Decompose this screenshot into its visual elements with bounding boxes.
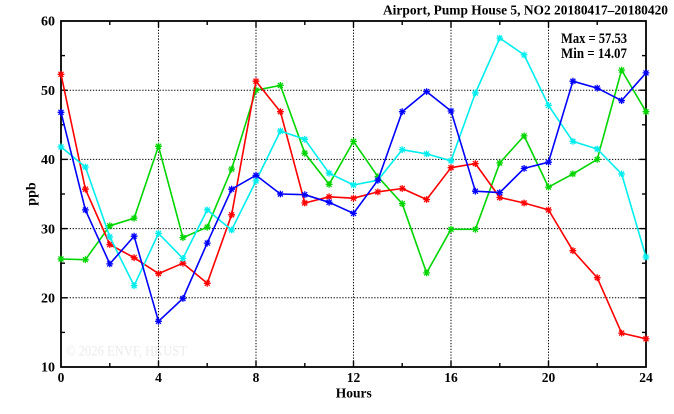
svg-text:Max = 57.53: Max = 57.53 — [561, 31, 627, 47]
svg-text:60: 60 — [41, 15, 55, 30]
svg-text:4: 4 — [155, 370, 162, 385]
svg-text:10: 10 — [41, 361, 55, 376]
svg-text:8: 8 — [253, 370, 260, 385]
svg-text:20: 20 — [41, 292, 55, 307]
svg-text:16: 16 — [444, 370, 458, 385]
svg-text:Min = 14.07: Min = 14.07 — [561, 46, 627, 62]
svg-text:40: 40 — [41, 153, 55, 168]
svg-text:20: 20 — [542, 370, 556, 385]
svg-text:Hours: Hours — [336, 386, 372, 401]
svg-text:12: 12 — [347, 370, 361, 385]
svg-text:© 2026 ENVF, HKUST: © 2026 ENVF, HKUST — [66, 344, 187, 360]
svg-text:0: 0 — [58, 370, 65, 385]
svg-text:Airport, Pump House 5, NO2 201: Airport, Pump House 5, NO2 20180417–2018… — [383, 4, 668, 19]
svg-text:24: 24 — [639, 370, 653, 385]
svg-text:ppb: ppb — [24, 182, 39, 206]
svg-text:30: 30 — [41, 222, 55, 237]
svg-text:50: 50 — [41, 84, 55, 99]
